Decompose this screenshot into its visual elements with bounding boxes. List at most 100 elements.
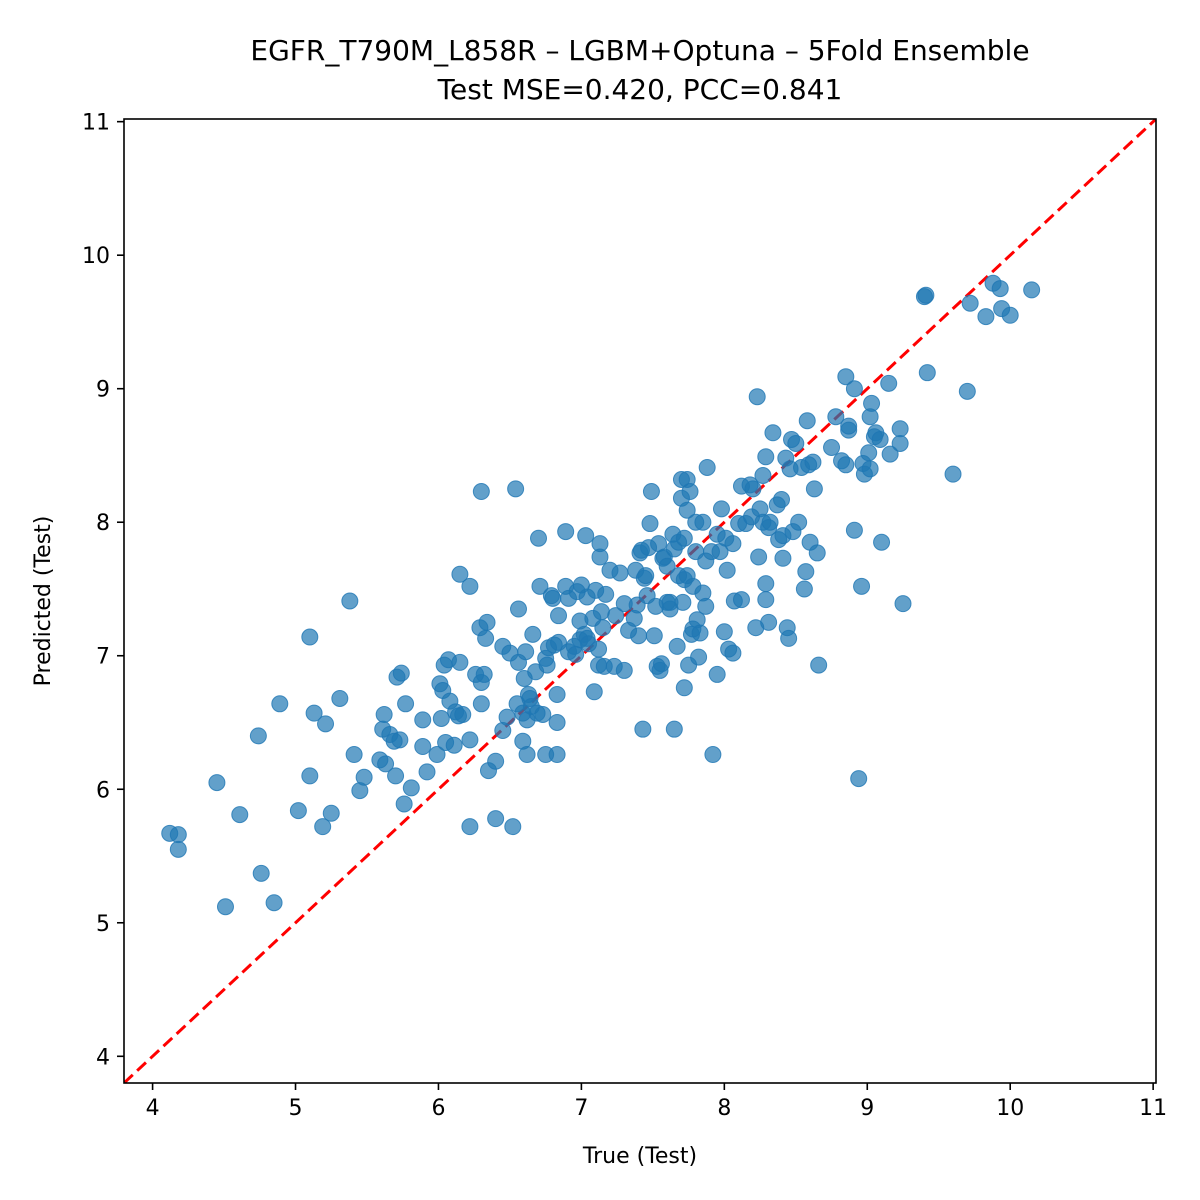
y-tick-label: 10 (82, 244, 110, 269)
data-point (477, 629, 495, 647)
data-point (289, 802, 307, 820)
data-point (550, 607, 568, 625)
data-point (518, 746, 536, 764)
data-point (977, 308, 995, 326)
data-point (944, 465, 962, 483)
data-point (757, 575, 775, 593)
data-point (804, 453, 822, 471)
data-point (681, 483, 699, 501)
data-point (750, 548, 768, 566)
x-tick-label: 8 (717, 1096, 731, 1121)
data-point (517, 643, 535, 661)
data-point (548, 714, 566, 732)
data-point (252, 864, 270, 882)
data-point (880, 374, 898, 392)
data-point (375, 705, 393, 723)
data-point (395, 795, 413, 813)
data-point (917, 286, 935, 304)
data-point (169, 840, 187, 858)
data-point (645, 627, 663, 645)
data-point (810, 656, 828, 674)
data-point (754, 466, 772, 484)
data-point (341, 592, 359, 610)
chart-title-line2: Test MSE=0.420, PCC=0.841 (437, 73, 843, 106)
data-point (678, 501, 696, 519)
data-point (641, 515, 659, 533)
data-point (637, 567, 655, 585)
x-axis-ticks: 4 5 6 7 8 9 10 11 (146, 1083, 1167, 1121)
data-point (761, 513, 779, 531)
data-point (630, 627, 648, 645)
data-point (594, 619, 612, 637)
y-tick-label: 6 (96, 778, 110, 803)
data-point (265, 894, 283, 912)
y-tick-label: 8 (96, 511, 110, 536)
data-point (534, 705, 552, 723)
data-point (873, 533, 891, 551)
data-point (487, 810, 505, 828)
data-point (724, 535, 742, 553)
data-point (451, 565, 469, 583)
data-point (615, 661, 633, 679)
data-point (169, 826, 187, 844)
chart-title-line1: EGFR_T790M_L858R – LGBM+Optuna – 5Fold E… (250, 34, 1029, 67)
data-point (597, 585, 615, 603)
data-point (322, 804, 340, 822)
data-point (808, 544, 826, 562)
data-point (837, 368, 855, 386)
data-point (708, 665, 726, 683)
data-point (607, 607, 625, 625)
data-point (675, 529, 693, 547)
data-point (544, 589, 562, 607)
data-point (355, 768, 373, 786)
data-point (271, 695, 289, 713)
data-point (305, 704, 323, 722)
data-point (805, 480, 823, 498)
data-point (538, 656, 556, 674)
x-tick-label: 10 (996, 1096, 1024, 1121)
data-point (472, 483, 490, 501)
data-point (445, 736, 463, 754)
data-point (724, 644, 742, 662)
data-point (397, 695, 415, 713)
data-point (414, 711, 432, 729)
data-point (860, 444, 878, 462)
data-point (461, 577, 479, 595)
data-point (732, 591, 750, 609)
data-point (567, 645, 585, 663)
data-point (414, 738, 432, 756)
data-point (592, 603, 610, 621)
y-axis-ticks: 4 5 6 7 8 9 10 11 (82, 111, 124, 1070)
data-point (863, 394, 881, 412)
data-point (712, 500, 730, 518)
data-point (845, 380, 863, 398)
data-point (668, 637, 686, 655)
data-point (840, 417, 858, 435)
data-point (524, 625, 542, 643)
data-point (1023, 281, 1041, 299)
data-point (216, 898, 234, 916)
data-point (760, 613, 778, 631)
data-point (487, 752, 505, 770)
data-point (642, 483, 660, 501)
data-point (744, 480, 762, 498)
data-point (317, 715, 335, 733)
data-point (845, 521, 863, 539)
data-point (498, 708, 516, 726)
data-point (790, 513, 808, 531)
data-point (694, 513, 712, 531)
data-point (478, 613, 496, 631)
data-point (665, 720, 683, 738)
data-point (301, 767, 319, 785)
x-tick-label: 7 (574, 1096, 588, 1121)
data-point (418, 763, 436, 781)
data-point (797, 563, 815, 581)
data-point (861, 460, 879, 478)
x-axis-label: True (Test) (582, 1144, 697, 1169)
data-point (773, 491, 791, 509)
data-point (634, 720, 652, 738)
data-point (658, 557, 676, 575)
y-tick-label: 7 (96, 645, 110, 670)
y-tick-label: 5 (96, 912, 110, 937)
data-point (798, 412, 816, 430)
